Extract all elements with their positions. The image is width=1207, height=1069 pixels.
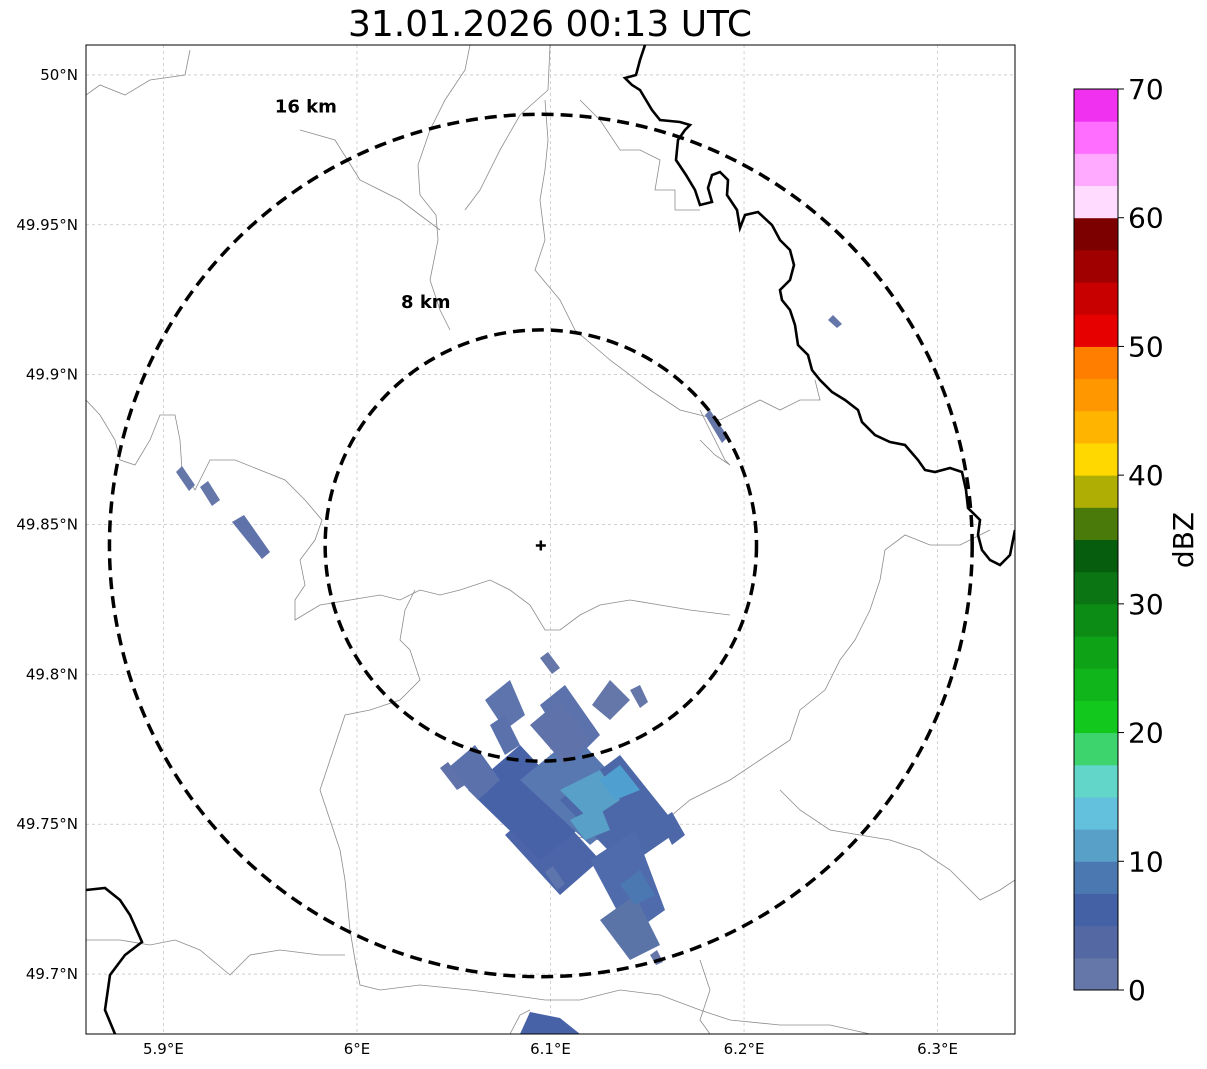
longitude-ticks: 5.9°E 6°E 6.1°E 6.2°E 6.3°E: [143, 1040, 958, 1058]
range-ring-8km: [323, 328, 759, 763]
colorbar-segment: [1074, 539, 1118, 573]
lat-tick-label: 50°N: [40, 66, 78, 84]
colorbar-segment: [1074, 185, 1118, 219]
colorbar-segment: [1074, 378, 1118, 412]
colorbar-segment: [1074, 764, 1118, 798]
lat-tick-label: 49.7°N: [26, 965, 78, 983]
lon-tick-label: 6.1°E: [530, 1040, 571, 1058]
colorbar-tick-label: 20: [1128, 717, 1164, 750]
lon-tick-label: 5.9°E: [143, 1040, 184, 1058]
colorbar-segment: [1074, 861, 1118, 894]
colorbar-segment: [1074, 796, 1118, 830]
colorbar-segment: [1074, 410, 1118, 444]
colorbar-tick-label: 30: [1128, 588, 1164, 621]
colorbar-segment: [1074, 957, 1118, 991]
lon-tick-label: 6.3°E: [917, 1040, 958, 1058]
echo-cluster-west: [176, 466, 270, 559]
colorbar-tick-label: 40: [1128, 459, 1164, 492]
colorbar-segment: [1074, 636, 1118, 669]
colorbar-tick-label: 50: [1128, 330, 1164, 363]
lon-tick-label: 6.2°E: [724, 1040, 765, 1058]
latitude-ticks: 50°N 49.95°N 49.9°N 49.85°N 49.8°N 49.75°N 49.…: [16, 66, 78, 983]
colorbar-segment: [1074, 732, 1118, 766]
colorbar: 0 10 20 30 40 50 60 70 dBZ: [1073, 73, 1200, 1007]
colorbar-segment: [1074, 153, 1118, 187]
colorbar-segment: [1074, 507, 1118, 540]
colorbar-segment: [1074, 249, 1118, 283]
admin-boundaries: [86, 45, 1015, 1034]
echo-cluster-south: [440, 652, 685, 1034]
gridlines: [86, 45, 1015, 1034]
colorbar-segment: [1074, 475, 1118, 508]
echo-cluster-northeast: [705, 315, 842, 443]
colorbar-frame: [1073, 88, 1119, 991]
colorbar-segment: [1074, 89, 1118, 122]
radar-site-marker: [535, 540, 546, 551]
colorbar-segment: [1074, 925, 1118, 959]
colorbar-tick-label: 10: [1128, 845, 1164, 878]
range-ring-16km: [107, 112, 974, 979]
colorbar-segment: [1074, 121, 1118, 154]
colorbar-tick-label: 70: [1128, 73, 1164, 106]
colorbar-segment: [1074, 829, 1118, 862]
radar-echoes: [176, 315, 842, 1034]
plot-frame: [85, 44, 1016, 1035]
lat-tick-label: 49.8°N: [26, 665, 78, 683]
colorbar-segment: [1074, 217, 1118, 251]
colorbar-title: dBZ: [1167, 512, 1200, 568]
colorbar-segment: [1074, 282, 1118, 315]
colorbar-segment: [1074, 668, 1118, 701]
lat-tick-label: 49.9°N: [26, 366, 78, 384]
colorbar-segment: [1074, 314, 1118, 347]
lat-tick-label: 49.95°N: [16, 216, 78, 234]
lon-tick-label: 6°E: [344, 1040, 371, 1058]
range-rings: 8 km 16 km: [107, 96, 974, 979]
colorbar-tick-label: 0: [1128, 974, 1146, 1007]
colorbar-tick-label: 60: [1128, 202, 1164, 235]
colorbar-segment: [1074, 700, 1118, 734]
map-title: 31.01.2026 00:13 UTC: [347, 4, 753, 45]
lat-tick-label: 49.75°N: [16, 815, 78, 833]
colorbar-segment: [1074, 893, 1118, 927]
lat-tick-label: 49.85°N: [16, 516, 78, 534]
colorbar-segment: [1074, 571, 1118, 605]
colorbar-segment: [1074, 442, 1118, 476]
range-ring-label: 8 km: [401, 292, 451, 313]
colorbar-segment: [1074, 346, 1118, 380]
colorbar-segment: [1074, 603, 1118, 637]
national-borders: [86, 45, 1015, 1034]
range-ring-label: 16 km: [275, 96, 337, 117]
